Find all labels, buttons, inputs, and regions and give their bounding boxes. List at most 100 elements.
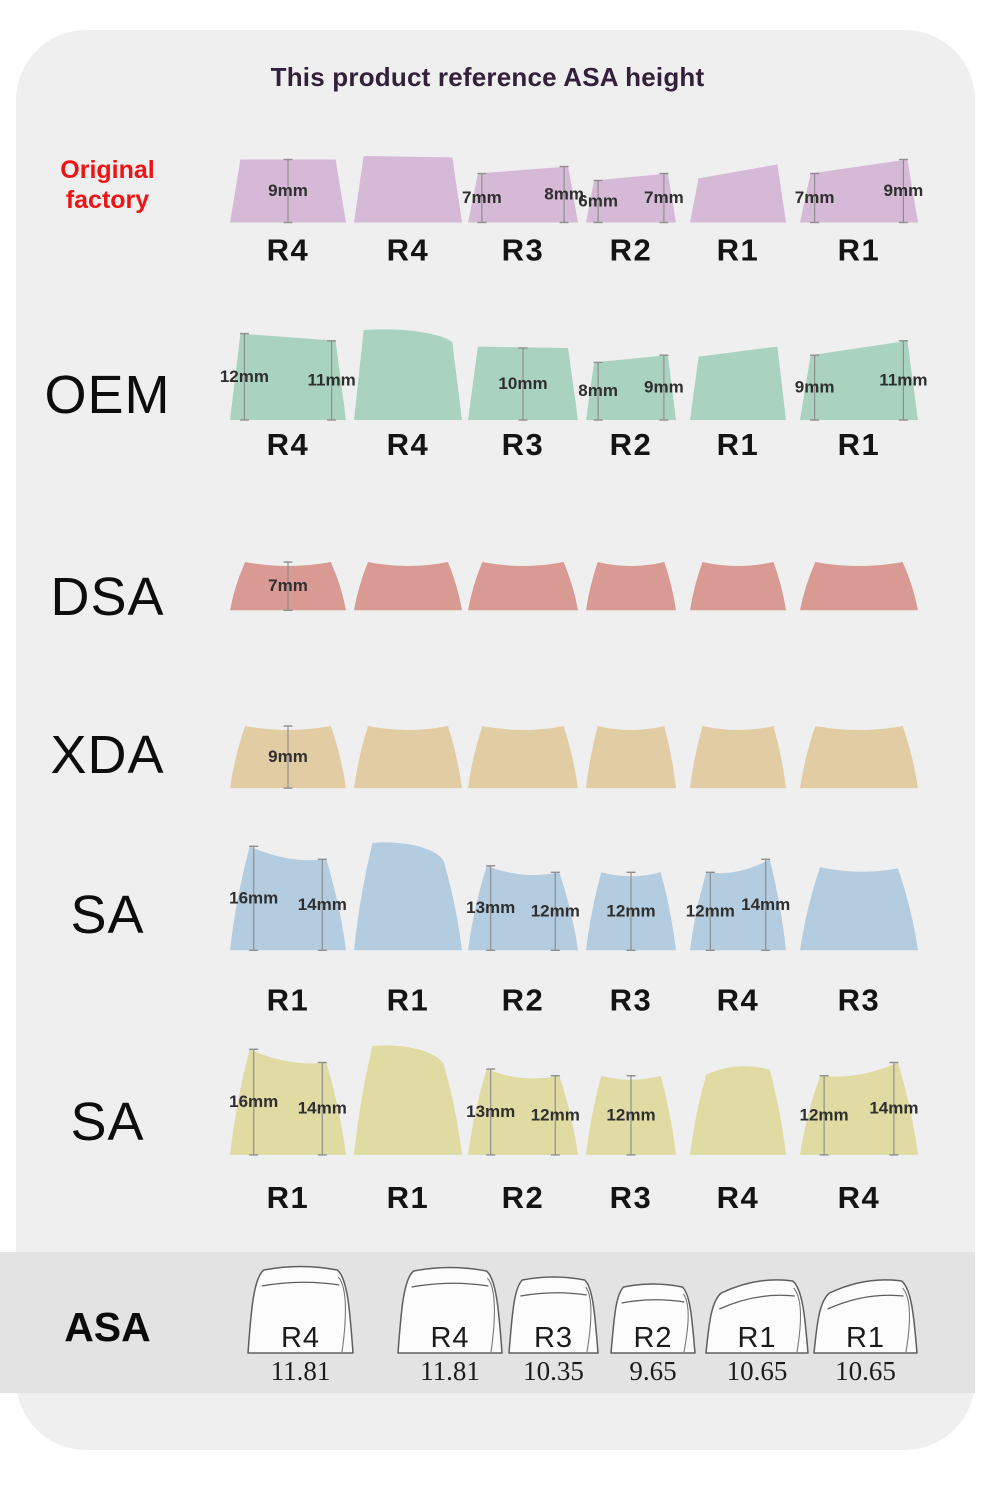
keycap-sa-blue-1: 16mm 14mm R1	[229, 845, 347, 1017]
asa-keycap-side-edge	[585, 1286, 592, 1353]
profile-label-xda: XDA	[50, 725, 165, 785]
row-label: R1	[717, 232, 760, 267]
mm-label: 6mm	[578, 191, 618, 210]
asa-keycap-top-edge	[261, 1281, 340, 1287]
asa-keycap-side-edge	[902, 1287, 911, 1353]
mm-label: 9mm	[268, 747, 308, 766]
row-label: R1	[717, 427, 760, 462]
keycap-original-factory-3: 7mm 8mm R3	[462, 165, 584, 267]
asa-keycap-top-edge	[411, 1282, 489, 1288]
keycap-dsa-5	[690, 561, 786, 610]
mm-label: 12mm	[686, 901, 735, 920]
keycap-original-factory-4: 6mm 7mm R2	[578, 172, 684, 267]
keycap-shape	[690, 725, 786, 788]
keycap-shape	[690, 561, 786, 610]
mm-label: 9mm	[644, 378, 684, 397]
row-label: R1	[387, 1180, 430, 1215]
keycap-original-factory-1: 9mm R4	[230, 158, 346, 267]
asa-keycap-side-edge	[337, 1276, 346, 1353]
row-label: R3	[838, 982, 881, 1017]
keycap-shape	[586, 561, 676, 610]
keycap-oem-3: 10mm R3	[468, 346, 578, 462]
row-label: R3	[610, 982, 653, 1017]
sa-blue-caps: 16mm 14mm R1 R1 13mm 12mm R2 12mm R3 12mm 14mm R4 R3	[229, 842, 918, 1017]
asa-row-label: R4	[430, 1322, 469, 1354]
row-label: R2	[502, 1180, 545, 1215]
row-label: R1	[838, 232, 881, 267]
asa-band: R4 11.81 R4 11.81 R3 10.35 R2 9.65 R1 10.65 R1 10.6…	[0, 1252, 975, 1393]
mm-label: 8mm	[578, 381, 618, 400]
keycap-xda-5	[690, 725, 786, 788]
mm-label: 16mm	[229, 1092, 278, 1111]
keycap-shape	[468, 561, 578, 610]
mm-label: 12mm	[606, 901, 655, 920]
profile-label-dsa: DSA	[50, 567, 165, 627]
mm-label: 12mm	[531, 901, 580, 920]
mm-label: 7mm	[795, 188, 835, 207]
keycap-shape	[468, 865, 578, 951]
keycap-sa-yellow-4: 12mm R3	[586, 1075, 676, 1215]
row-label: R4	[267, 427, 310, 462]
mm-label: 7mm	[644, 188, 684, 207]
keycap-shape	[690, 859, 786, 951]
keycap-shape	[354, 842, 462, 951]
keycap-sa-yellow-5: R4	[690, 1066, 786, 1215]
profile-label-oem: OEM	[44, 365, 171, 425]
dsa-caps: 7mm	[230, 560, 918, 611]
keycap-shape	[800, 1062, 918, 1155]
mm-label: 7mm	[462, 188, 502, 207]
oem-caps: 12mm 11mm R4 R4 10mm R3 8mm 9mm R2 R1 9mm 11mm R1	[220, 329, 928, 462]
keycap-original-factory-2: R4	[354, 155, 462, 267]
keycap-shape	[354, 155, 462, 222]
keycap-dsa-4	[586, 561, 676, 610]
asa-keycap-side-edge	[682, 1293, 689, 1353]
keycap-original-factory-6: 7mm 9mm R1	[795, 158, 924, 267]
keycap-dsa-2	[354, 561, 462, 610]
asa-keycap-top-edge	[621, 1299, 685, 1304]
keycap-original-factory-5: R1	[690, 163, 786, 267]
profile-label-line-1: Original	[60, 156, 155, 184]
asa-height-value: 10.35	[523, 1356, 584, 1386]
mm-label: 9mm	[884, 181, 924, 200]
asa-height-value: 9.65	[629, 1356, 676, 1386]
profile-label-asa: ASA	[64, 1304, 151, 1350]
keycap-shape	[586, 173, 676, 222]
keycap-xda-4	[586, 725, 676, 788]
row-label: R1	[267, 1180, 310, 1215]
row-label: R1	[267, 982, 310, 1017]
keycap-oem-5: R1	[690, 346, 786, 462]
asa-keycap-top-edge	[719, 1294, 795, 1310]
keycap-shape	[468, 725, 578, 788]
keycap-shape	[800, 866, 918, 951]
mm-label: 12mm	[220, 367, 269, 386]
profile-label-original-factory: Original factory	[0, 155, 215, 215]
row-label: R4	[717, 982, 760, 1017]
keycap-shape	[586, 355, 676, 420]
mm-label: 13mm	[466, 898, 515, 917]
asa-keycap-4: R29.65	[610, 1283, 696, 1386]
keycap-shape	[690, 1066, 786, 1155]
keycap-dsa-1: 7mm	[230, 560, 346, 611]
original-factory-caps: 9mm R4 R4 7mm 8mm R3 6mm 7mm R2 R1 7mm 9mm R1	[230, 155, 924, 267]
asa-height-value: 10.65	[835, 1356, 896, 1386]
keycap-oem-4: 8mm 9mm R2	[578, 354, 684, 462]
keycap-sa-blue-5: 12mm 14mm R4	[686, 858, 790, 1017]
row-label: R1	[387, 982, 430, 1017]
keycap-oem-1: 12mm 11mm R4	[220, 332, 356, 462]
keycap-shape	[354, 1045, 462, 1155]
row-label: R4	[387, 427, 430, 462]
keycap-shape	[586, 725, 676, 788]
row-label: R4	[387, 232, 430, 267]
row-label: R3	[502, 232, 545, 267]
mm-label: 13mm	[466, 1102, 515, 1121]
keycap-xda-1: 9mm	[230, 725, 346, 789]
keycap-dsa-6	[800, 561, 918, 610]
row-label: R4	[267, 232, 310, 267]
keycap-shape	[230, 1049, 346, 1155]
asa-height-value: 11.81	[271, 1356, 331, 1386]
asa-row-label: R4	[281, 1322, 320, 1354]
asa-height-value: 10.65	[727, 1356, 788, 1386]
mm-label: 12mm	[800, 1105, 849, 1124]
asa-keycap-side-edge	[486, 1277, 495, 1353]
